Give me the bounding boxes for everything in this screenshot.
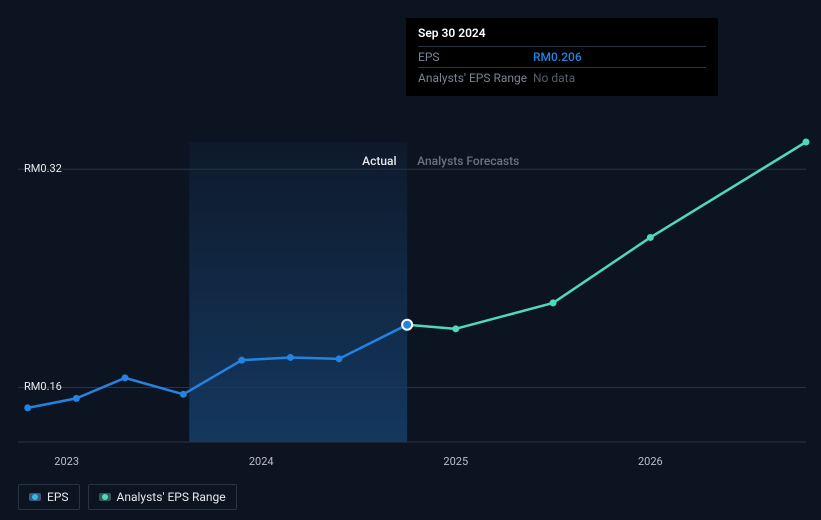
chart-legend: EPS Analysts' EPS Range — [18, 484, 237, 510]
section-label-forecast: Analysts Forecasts — [417, 154, 519, 168]
x-axis-label: 2023 — [54, 455, 79, 468]
x-axis-label: 2025 — [443, 455, 468, 468]
tooltip-row: Analysts' EPS RangeNo data — [418, 67, 706, 88]
x-axis-label: 2024 — [249, 455, 274, 468]
eps-chart: Sep 30 2024 EPSRM0.206Analysts' EPS Rang… — [0, 0, 821, 520]
tooltip-row-label: Analysts' EPS Range — [418, 71, 533, 85]
tooltip-row-label: EPS — [418, 50, 533, 64]
chart-tooltip: Sep 30 2024 EPSRM0.206Analysts' EPS Rang… — [406, 18, 718, 96]
legend-label: Analysts' EPS Range — [117, 490, 226, 504]
legend-label: EPS — [47, 490, 69, 504]
legend-item-eps[interactable]: EPS — [18, 484, 80, 510]
tooltip-date: Sep 30 2024 — [418, 26, 706, 40]
x-axis-label: 2026 — [638, 455, 663, 468]
tooltip-row: EPSRM0.206 — [418, 46, 706, 67]
tooltip-row-value: RM0.206 — [533, 50, 582, 64]
y-axis-label: RM0.32 — [24, 162, 62, 175]
legend-swatch — [99, 493, 111, 501]
section-label-actual: Actual — [362, 154, 396, 168]
tooltip-row-value: No data — [533, 71, 575, 85]
legend-swatch — [29, 493, 41, 501]
legend-item-range[interactable]: Analysts' EPS Range — [88, 484, 237, 510]
y-axis-label: RM0.16 — [24, 380, 62, 393]
